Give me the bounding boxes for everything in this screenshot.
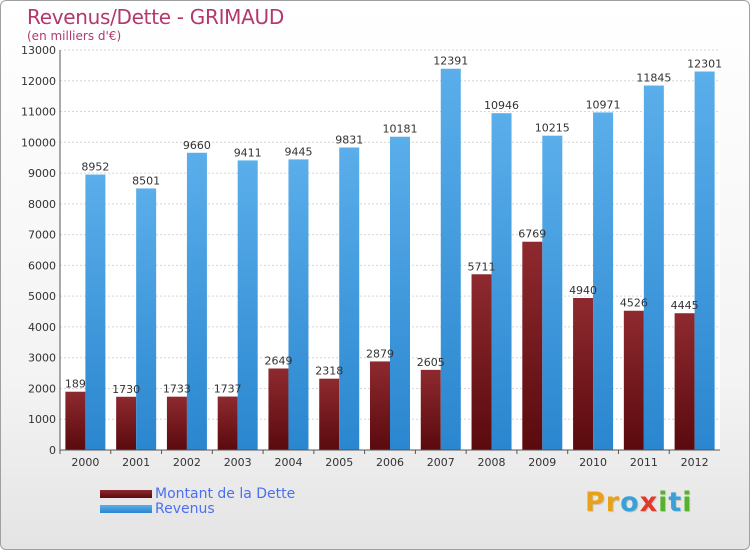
- x-tick-label: 2010: [579, 456, 607, 469]
- bar-revenus: [237, 160, 258, 450]
- y-tick-label: 9000: [28, 167, 56, 180]
- x-tick-label: 2000: [71, 456, 99, 469]
- y-tick-label: 11000: [21, 106, 56, 119]
- data-label-dette: 2649: [264, 354, 292, 367]
- legend-swatch-revenus: [100, 504, 152, 513]
- data-label-revenus: 11845: [636, 72, 671, 85]
- logo-letter: i: [658, 487, 669, 518]
- data-label-revenus: 10215: [535, 122, 570, 135]
- bar-dette: [217, 396, 238, 450]
- data-label-dette: 4445: [671, 299, 699, 312]
- logo-letter: t: [668, 487, 683, 518]
- data-label-dette: 1733: [163, 383, 191, 396]
- chart-title: Revenus/Dette - GRIMAUD: [27, 5, 284, 29]
- x-tick-label: 2007: [427, 456, 455, 469]
- bar-dette: [319, 378, 340, 450]
- bar-dette: [623, 310, 644, 450]
- bar-revenus: [440, 68, 461, 450]
- x-tick-label: 2003: [224, 456, 252, 469]
- bar-dette: [65, 391, 86, 450]
- bar-revenus: [186, 152, 207, 450]
- x-tick-label: 2011: [630, 456, 658, 469]
- data-label-revenus: 9445: [284, 145, 312, 158]
- data-label-dette: 6769: [518, 228, 546, 241]
- data-label-revenus: 9411: [234, 146, 262, 159]
- legend-item-dette: Montant de la Dette: [100, 485, 296, 502]
- bar-revenus: [339, 147, 360, 450]
- bar-dette: [370, 361, 390, 450]
- y-tick-label: 2000: [28, 382, 56, 395]
- y-tick-label: 8000: [28, 198, 56, 211]
- chart-legend: Montant de la Dette Revenus: [100, 485, 296, 517]
- y-tick-label: 5000: [28, 290, 56, 303]
- y-tick-label: 13000: [21, 44, 56, 57]
- x-tick-label: 2002: [173, 456, 201, 469]
- legend-label-dette: Montant de la Dette: [155, 485, 296, 502]
- bar-dette: [116, 396, 137, 450]
- bar-dette: [420, 369, 441, 450]
- data-label-dette: 2879: [366, 347, 394, 360]
- data-label-dette: 189: [65, 378, 86, 391]
- x-tick-label: 2006: [376, 456, 404, 469]
- data-label-revenus: 8952: [81, 161, 109, 174]
- x-tick-label: 2009: [528, 456, 556, 469]
- bar-dette: [471, 274, 492, 450]
- y-tick-label: 10000: [21, 136, 56, 149]
- y-tick-label: 0: [49, 444, 56, 457]
- bar-revenus: [694, 71, 715, 450]
- legend-label-revenus: Revenus: [155, 500, 215, 517]
- bar-revenus: [593, 112, 614, 450]
- bar-revenus: [491, 113, 512, 450]
- x-tick-label: 2005: [325, 456, 353, 469]
- y-tick-label: 4000: [28, 321, 56, 334]
- data-label-revenus: 10971: [586, 98, 621, 111]
- data-label-revenus: 9660: [183, 139, 211, 152]
- x-tick-label: 2001: [122, 456, 150, 469]
- bar-dette: [674, 313, 695, 450]
- y-tick-label: 7000: [28, 229, 56, 242]
- data-label-dette: 1737: [214, 383, 242, 396]
- data-label-dette: 2318: [315, 365, 343, 378]
- bar-revenus: [136, 188, 157, 450]
- x-tick-label: 2012: [681, 456, 709, 469]
- data-label-dette: 1730: [112, 383, 140, 396]
- legend-swatch-dette: [100, 489, 152, 498]
- data-label-revenus: 10946: [484, 99, 519, 112]
- proxiti-logo: Proxiti: [585, 487, 693, 518]
- y-tick-label: 1000: [28, 413, 56, 426]
- bar-dette: [573, 298, 594, 450]
- legend-item-revenus: Revenus: [100, 500, 295, 517]
- data-label-revenus: 12301: [687, 58, 722, 71]
- data-label-dette: 4940: [569, 284, 597, 297]
- bar-revenus: [85, 174, 106, 451]
- data-label-revenus: 8501: [132, 174, 160, 187]
- bar-revenus: [643, 85, 664, 451]
- bar-revenus: [390, 136, 410, 450]
- y-tick-label: 12000: [21, 75, 56, 88]
- bar-dette: [522, 241, 543, 450]
- data-label-dette: 2605: [417, 356, 445, 369]
- logo-letter: i: [682, 487, 693, 518]
- bar-revenus: [288, 159, 309, 450]
- data-label-dette: 5711: [468, 260, 496, 273]
- data-label-revenus: 10181: [383, 123, 418, 136]
- logo-letter: x: [639, 487, 659, 518]
- x-tick-label: 2008: [478, 456, 506, 469]
- bar-revenus: [542, 135, 563, 450]
- logo-letter: r: [605, 487, 621, 518]
- chart-subtitle: (en milliers d'€): [27, 29, 122, 43]
- bar-dette: [268, 368, 289, 450]
- data-label-revenus: 9831: [335, 134, 363, 147]
- data-label-revenus: 12391: [433, 55, 468, 68]
- logo-letter: o: [620, 487, 640, 518]
- logo-letter: P: [585, 487, 606, 518]
- y-tick-label: 3000: [28, 352, 56, 365]
- bar-dette: [166, 396, 187, 450]
- x-tick-label: 2004: [274, 456, 302, 469]
- data-label-dette: 4526: [620, 297, 648, 310]
- y-tick-label: 6000: [28, 259, 56, 272]
